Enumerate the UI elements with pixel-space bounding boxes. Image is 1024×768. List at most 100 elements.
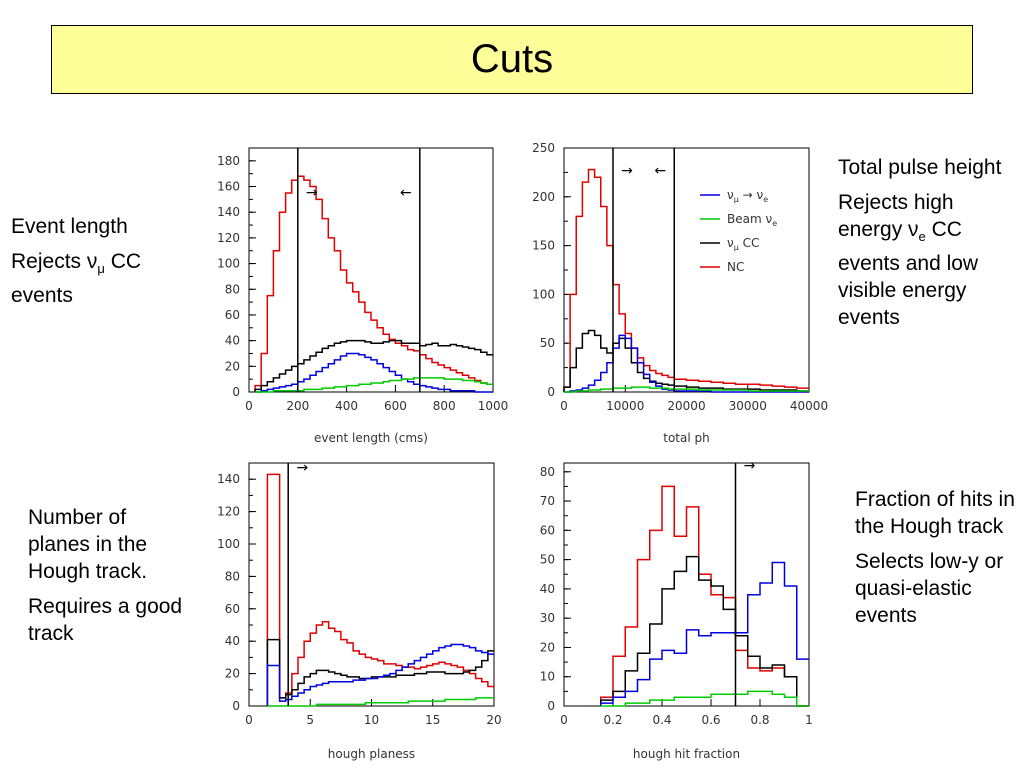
y-tick-label: 150 — [532, 239, 555, 253]
series-line — [600, 555, 809, 707]
y-tick-label: 160 — [217, 180, 240, 194]
x-tick-label: 30000 — [729, 399, 767, 413]
legend-label: νμ → νe — [727, 188, 768, 204]
x-tick-label: 800 — [433, 399, 456, 413]
series-line — [255, 352, 493, 393]
y-tick-label: 40 — [540, 582, 555, 596]
x-tick-label: 1 — [805, 713, 813, 727]
note-event-length: Event length Rejects νμ CC events — [11, 213, 181, 317]
plot-frame — [563, 462, 810, 707]
y-tick-label: 20 — [225, 359, 240, 373]
series-line — [564, 334, 809, 393]
y-tick-label: 140 — [217, 205, 240, 219]
cut-arrow: → — [744, 458, 756, 474]
x-tick-label: 400 — [335, 399, 358, 413]
y-tick-label: 20 — [540, 640, 555, 654]
cut-arrow: ← — [400, 185, 412, 201]
chart-hough-hit-fraction: 0 10 20 30 40 50 60 70 80 0 0.2 0.4 0.6 0.8 1 hough hit… — [540, 458, 813, 761]
legend-label: νμ CC — [727, 236, 759, 252]
y-tick-label: 60 — [225, 602, 240, 616]
y-tick-label: 50 — [540, 336, 555, 350]
x-tick-label: 600 — [384, 399, 407, 413]
chart-event-length: 0 20 40 60 80 100 120 140 160 180 0 200 400 600 800 100… — [217, 147, 509, 445]
y-tick-label: 60 — [540, 523, 555, 537]
series-line — [600, 561, 809, 706]
plot-frame — [248, 147, 494, 393]
x-tick-label: 0.6 — [701, 713, 720, 727]
note-heading: Number of planes in the Hough track. — [28, 506, 148, 583]
legend-label: Beam νe — [727, 212, 777, 228]
note-description: Rejects high energy νe CC events and low… — [838, 191, 979, 330]
x-tick-label: 1000 — [478, 399, 509, 413]
note-fraction: Fraction of hits in the Hough track Sele… — [855, 486, 1020, 637]
x-tick-label: 0 — [245, 713, 253, 727]
y-tick-label: 100 — [217, 257, 240, 271]
note-heading: Total pulse height — [838, 156, 1002, 179]
y-tick-label: 0 — [547, 385, 555, 399]
chart-total-ph: 0 50 100 150 200 250 0 10000 20000 30000 40000 tota… — [532, 141, 828, 445]
series-line — [267, 697, 494, 707]
x-tick-label: 20000 — [667, 399, 705, 413]
note-description: Selects low-y or quasi-elastic events — [855, 550, 1004, 627]
series-line — [266, 473, 494, 706]
chart-hough-planess: 0 20 40 60 80 100 120 140 0 5 10 15 20 hough planess → — [217, 460, 502, 761]
y-tick-label: 250 — [532, 141, 555, 155]
note-planes: Number of planes in the Hough track. Req… — [28, 504, 188, 655]
cut-arrow: → — [306, 185, 318, 201]
y-tick-label: 200 — [532, 190, 555, 204]
cut-arrow: ← — [654, 163, 666, 179]
y-tick-label: 80 — [225, 282, 240, 296]
y-tick-label: 40 — [225, 634, 240, 648]
note-description: Rejects νμ CC events — [11, 250, 142, 308]
y-tick-label: 80 — [540, 465, 555, 479]
note-description: Requires a good track — [28, 595, 183, 645]
note-heading: Event length — [11, 215, 128, 238]
cut-arrow: → — [621, 163, 633, 179]
page-title: Cuts — [470, 37, 554, 81]
x-tick-label: 15 — [425, 713, 440, 727]
y-tick-label: 0 — [232, 699, 240, 713]
x-tick-label: 0.2 — [603, 713, 622, 727]
x-tick-label: 10 — [364, 713, 379, 727]
series-line — [266, 643, 494, 706]
series-line — [254, 175, 493, 392]
legend-label: NC — [727, 260, 744, 274]
note-heading: Fraction of hits in the Hough track — [855, 488, 1015, 538]
y-tick-label: 50 — [540, 553, 555, 567]
y-tick-label: 120 — [217, 231, 240, 245]
x-tick-label: 0 — [560, 713, 568, 727]
y-tick-label: 140 — [217, 472, 240, 486]
cut-arrow: → — [296, 460, 308, 476]
plot-frame — [563, 147, 810, 393]
x-tick-label: 40000 — [790, 399, 828, 413]
x-tick-label: 0 — [245, 399, 253, 413]
x-tick-label: 0.8 — [750, 713, 769, 727]
title-box: Cuts — [51, 25, 973, 94]
y-tick-label: 100 — [217, 537, 240, 551]
y-tick-label: 40 — [225, 334, 240, 348]
x-axis-label: total ph — [663, 431, 709, 445]
x-axis-label: event length (cms) — [314, 431, 428, 445]
x-tick-label: 0.4 — [652, 713, 671, 727]
y-tick-label: 0 — [547, 699, 555, 713]
x-tick-label: 5 — [306, 713, 314, 727]
x-axis-label: hough hit fraction — [633, 747, 740, 761]
note-total-ph: Total pulse height Rejects high energy ν… — [838, 154, 1018, 339]
y-tick-label: 100 — [532, 287, 555, 301]
x-tick-label: 10000 — [606, 399, 644, 413]
series-line — [600, 690, 809, 707]
plot-frame — [248, 462, 495, 707]
series-line — [564, 386, 809, 393]
x-axis-label: hough planess — [328, 747, 415, 761]
x-tick-label: 200 — [286, 399, 309, 413]
y-tick-label: 30 — [540, 611, 555, 625]
series-line — [254, 339, 493, 392]
x-tick-label: 20 — [486, 713, 501, 727]
y-tick-label: 80 — [225, 569, 240, 583]
series-line — [563, 329, 809, 392]
series-line — [255, 377, 493, 393]
series-line — [563, 168, 809, 392]
y-tick-label: 70 — [540, 494, 555, 508]
y-tick-label: 20 — [225, 667, 240, 681]
y-tick-label: 10 — [540, 670, 555, 684]
